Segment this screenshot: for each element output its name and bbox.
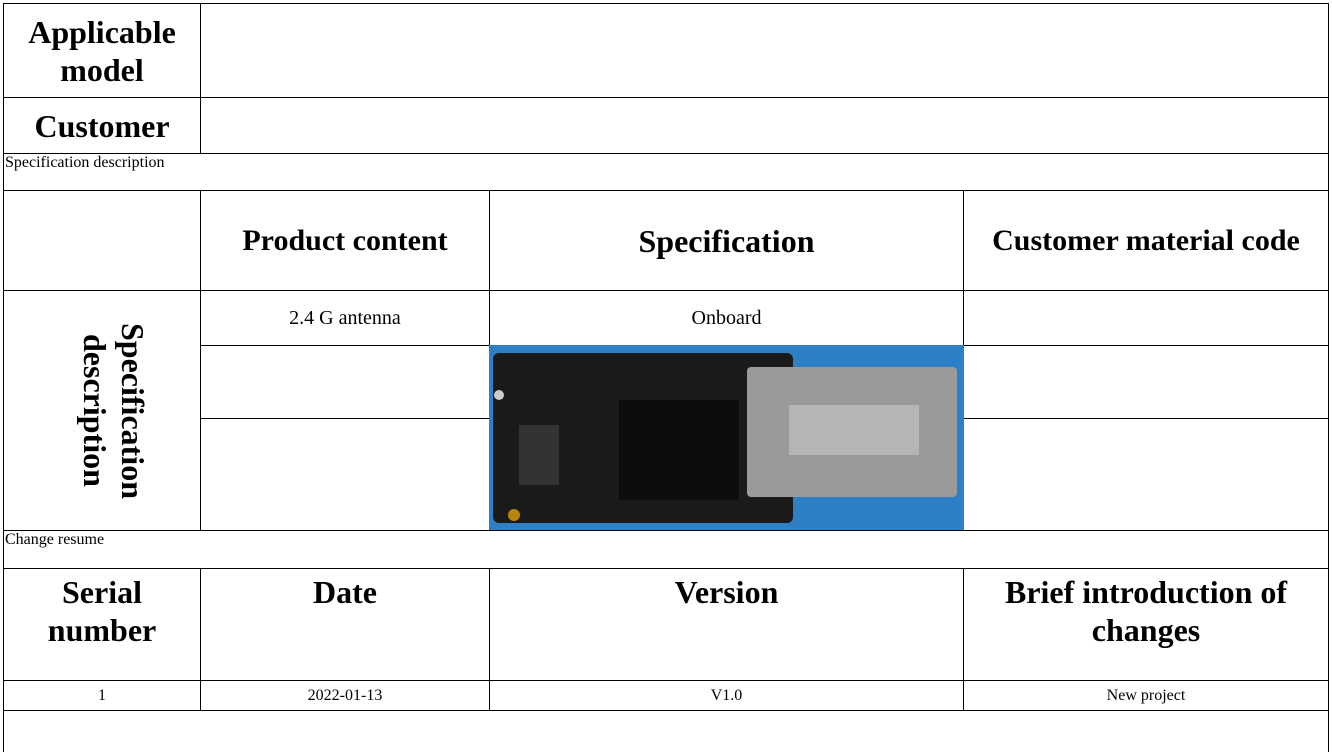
column-header: Date: [200, 568, 490, 681]
table-cell: 2022-01-13: [200, 680, 490, 711]
table-cell: V1.0: [489, 680, 964, 711]
column-header: Specification: [489, 190, 964, 291]
section-label: Change resume: [3, 530, 1329, 569]
applicable-model-label: Applicable model: [3, 3, 201, 98]
table-cell: 1: [3, 680, 201, 711]
table-cell: [963, 345, 1329, 419]
customer-value: [200, 97, 1329, 154]
row-group-label: Specification description: [77, 322, 151, 499]
column-header: Customer material code: [963, 190, 1329, 291]
table-cell: [200, 345, 490, 419]
table-cell: Onboard: [489, 290, 964, 346]
table-cell: [200, 418, 490, 531]
empty-row: [3, 710, 1329, 752]
table-cell: 2.4 G antenna: [200, 290, 490, 346]
table-cell: New project: [963, 680, 1329, 711]
column-header: Version: [489, 568, 964, 681]
row-group-cell: Specification description: [3, 290, 201, 531]
section-label: Specification description: [3, 153, 1329, 191]
customer-label: Customer: [3, 97, 201, 154]
column-header: Brief introduction of changes: [963, 568, 1329, 681]
applicable-model-value: [200, 3, 1329, 98]
column-header: Product content: [200, 190, 490, 291]
table-cell: [963, 418, 1329, 531]
product-photo: [489, 345, 964, 531]
table-cell: [963, 290, 1329, 346]
empty-cell: [3, 190, 201, 291]
column-header: Serial number: [3, 568, 201, 681]
